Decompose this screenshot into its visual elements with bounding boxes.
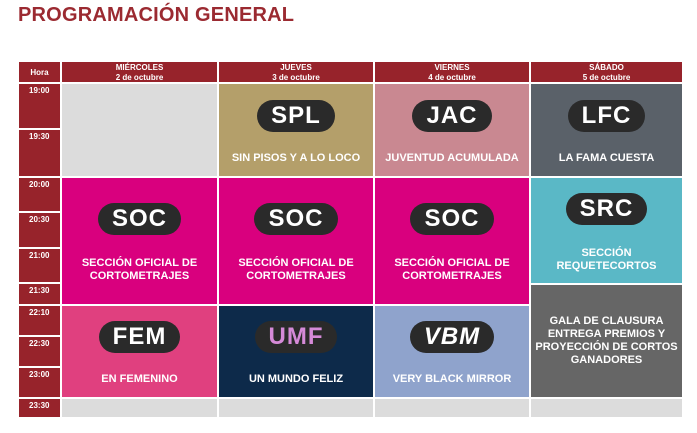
empty-slot <box>530 398 683 418</box>
event-src[interactable]: SRC SECCIÓN REQUETECORTOS <box>530 177 683 284</box>
soc-logo: SOC <box>410 203 494 235</box>
empty-slot <box>61 83 218 177</box>
time-slot: 21:00 <box>18 248 61 283</box>
event-name: JUVENTUD ACUMULADA <box>385 152 519 164</box>
date-label: 3 de octubre <box>272 73 320 82</box>
event-name: SIN PISOS Y A LO LOCO <box>231 152 361 164</box>
src-logo: SRC <box>565 193 648 225</box>
gala-line1: GALA DE CLAUSURA <box>549 315 664 327</box>
header-friday: VIERNES 4 de octubre <box>374 61 530 83</box>
event-gala[interactable]: GALA DE CLAUSURA ENTREGA PREMIOS Y PROYE… <box>530 284 683 398</box>
day-label: SÁBADO <box>589 63 624 72</box>
spl-logo: SPL <box>257 100 335 132</box>
empty-slot <box>374 398 530 418</box>
event-umf[interactable]: UMF UN MUNDO FELIZ <box>218 305 374 398</box>
time-slot: 19:00 <box>18 83 61 129</box>
time-slot: 22:10 <box>18 305 61 336</box>
soc-logo: SOC <box>254 203 338 235</box>
event-soc-thursday[interactable]: SOC SECCIÓN OFICIAL DE CORTOMETRAJES <box>218 177 374 305</box>
date-label: 4 de octubre <box>428 73 476 82</box>
empty-slot <box>61 398 218 418</box>
event-name-line2: CORTOMETRAJES <box>246 270 346 282</box>
gala-line4: GANADORES <box>570 354 643 366</box>
event-lfc[interactable]: LFC LA FAMA CUESTA <box>530 83 683 177</box>
header-thursday: JUEVES 3 de octubre <box>218 61 374 83</box>
lfc-logo: LFC <box>567 100 646 132</box>
event-name-line1: SECCIÓN OFICIAL DE <box>238 257 354 269</box>
vbm-logo: VBM <box>409 321 495 353</box>
event-name: LA FAMA CUESTA <box>558 152 655 164</box>
page-title: PROGRAMACIÓN GENERAL <box>18 4 295 26</box>
gala-line2: ENTREGA PREMIOS Y <box>547 328 666 340</box>
time-slot: 23:30 <box>18 398 61 418</box>
event-soc-wednesday[interactable]: SOC SECCIÓN OFICIAL DE CORTOMETRAJES <box>61 177 218 305</box>
event-name: UN MUNDO FELIZ <box>248 373 344 385</box>
date-label: 5 de octubre <box>582 73 631 82</box>
event-name: VERY BLACK MIRROR <box>392 373 512 385</box>
event-name: EN FEMENINO <box>101 373 178 385</box>
empty-slot <box>218 398 374 418</box>
soc-logo: SOC <box>97 203 181 235</box>
event-name-line1: SECCIÓN OFICIAL DE <box>394 257 510 269</box>
time-slot: 22:30 <box>18 336 61 367</box>
time-slot: 20:30 <box>18 212 61 248</box>
time-slot: 20:00 <box>18 177 61 212</box>
fem-logo: FEM <box>98 321 181 353</box>
event-vbm[interactable]: VBM VERY BLACK MIRROR <box>374 305 530 398</box>
header-saturday: SÁBADO 5 de octubre <box>530 61 683 83</box>
gala-line3: PROYECCIÓN DE CORTOS <box>535 341 678 353</box>
day-label: JUEVES <box>280 63 312 72</box>
event-soc-friday[interactable]: SOC SECCIÓN OFICIAL DE CORTOMETRAJES <box>374 177 530 305</box>
event-name-line2: REQUETECORTOS <box>556 260 657 272</box>
event-jac[interactable]: JAC JUVENTUD ACUMULADA <box>374 83 530 177</box>
event-name-line1: SECCIÓN OFICIAL DE <box>81 257 198 269</box>
event-name-line2: CORTOMETRAJES <box>89 270 190 282</box>
time-slot: 23:00 <box>18 367 61 398</box>
jac-logo: JAC <box>412 100 492 132</box>
event-fem[interactable]: FEM EN FEMENINO <box>61 305 218 398</box>
time-slot: 21:30 <box>18 283 61 305</box>
header-wednesday: MIÉRCOLES 2 de octubre <box>61 61 218 83</box>
time-slot: 19:30 <box>18 129 61 177</box>
event-spl[interactable]: SPL SIN PISOS Y A LO LOCO <box>218 83 374 177</box>
event-name-line2: CORTOMETRAJES <box>402 270 502 282</box>
date-label: 2 de octubre <box>115 73 164 82</box>
day-label: MIÉRCOLES <box>115 63 164 72</box>
umf-logo: UMF <box>254 321 338 353</box>
event-name-line1: SECCIÓN <box>581 247 632 259</box>
header-hora: Hora <box>18 61 61 83</box>
day-label: VIERNES <box>434 63 470 72</box>
schedule-grid: Hora MIÉRCOLES 2 de octubre JUEVES 3 de oc… <box>18 61 683 418</box>
